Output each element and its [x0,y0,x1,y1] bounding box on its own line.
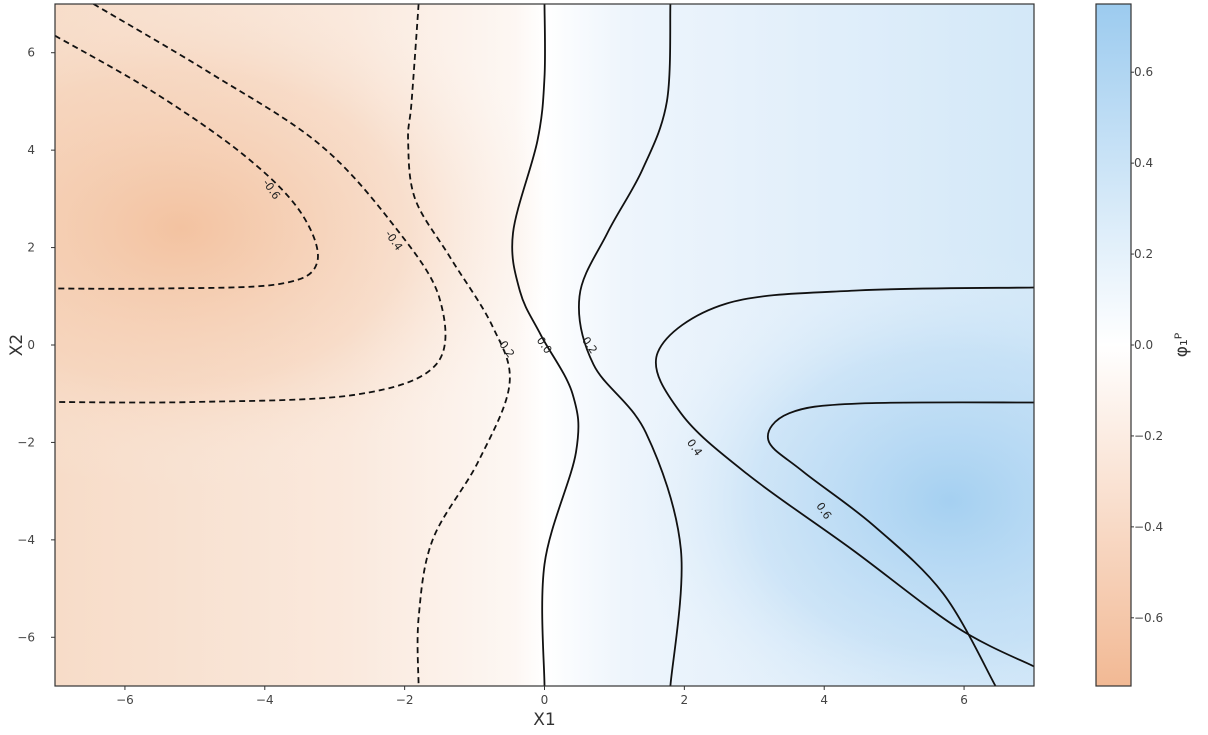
contour-line-0_4 [655,286,1034,668]
y-tick-label: −2 [17,435,35,449]
colorbar-tick-label: 0.4 [1134,156,1153,170]
contour-line-0_6 [766,401,1034,686]
colorbar-tick-label: 0.0 [1134,338,1153,352]
contour-line--0_4 [55,4,447,404]
colorbar: 0.6 0.4 0.2 0.0 −0.2 −0.4 −0.6 φ₁ᴾ [1095,3,1192,687]
colorbar-tick-label: −0.6 [1134,611,1163,625]
colorbar-tick-label: 0.2 [1134,247,1153,261]
colorbar-tick-label: −0.2 [1134,429,1163,443]
y-tick-label: 4 [27,143,35,157]
x-tick-label: 2 [681,693,689,707]
contour-lines [55,4,1034,686]
colorbar-tick-label: −0.4 [1134,520,1163,534]
x-tick-label: 6 [960,693,968,707]
x-tick-label: −6 [116,693,134,707]
contour-line--0_6 [55,34,319,290]
contour-labels: -0.6-0.4-0.2 0.0 0.20.40.6 [260,177,834,522]
x-axis-ticks: −6 −4 −2 0 2 4 6 [116,686,968,707]
y-tick-label: 2 [27,241,35,255]
colorbar-ticks: 0.6 0.4 0.2 0.0 −0.2 −0.4 −0.6 [1131,65,1163,625]
contour-line-0 [511,4,580,686]
contour-line-0_2 [578,4,683,686]
x-tick-label: 4 [820,693,828,707]
colorbar-label: φ₁ᴾ [1172,332,1192,357]
y-tick-label: −6 [17,630,35,644]
y-tick-label: 0 [27,338,35,352]
colorbar-gradient [1095,3,1132,687]
y-tick-label: 6 [27,46,35,60]
y-tick-label: −4 [17,533,35,547]
x-axis-label: X1 [533,710,555,730]
y-axis-ticks: −6 −4 −2 0 2 4 6 [17,46,55,644]
y-axis-label: X2 [7,334,27,356]
x-tick-label: −2 [396,693,414,707]
colorbar-tick-label: 0.6 [1134,65,1153,79]
x-tick-label: −4 [256,693,274,707]
x-tick-label: 0 [541,693,549,707]
contour-line--0_2 [407,4,511,686]
